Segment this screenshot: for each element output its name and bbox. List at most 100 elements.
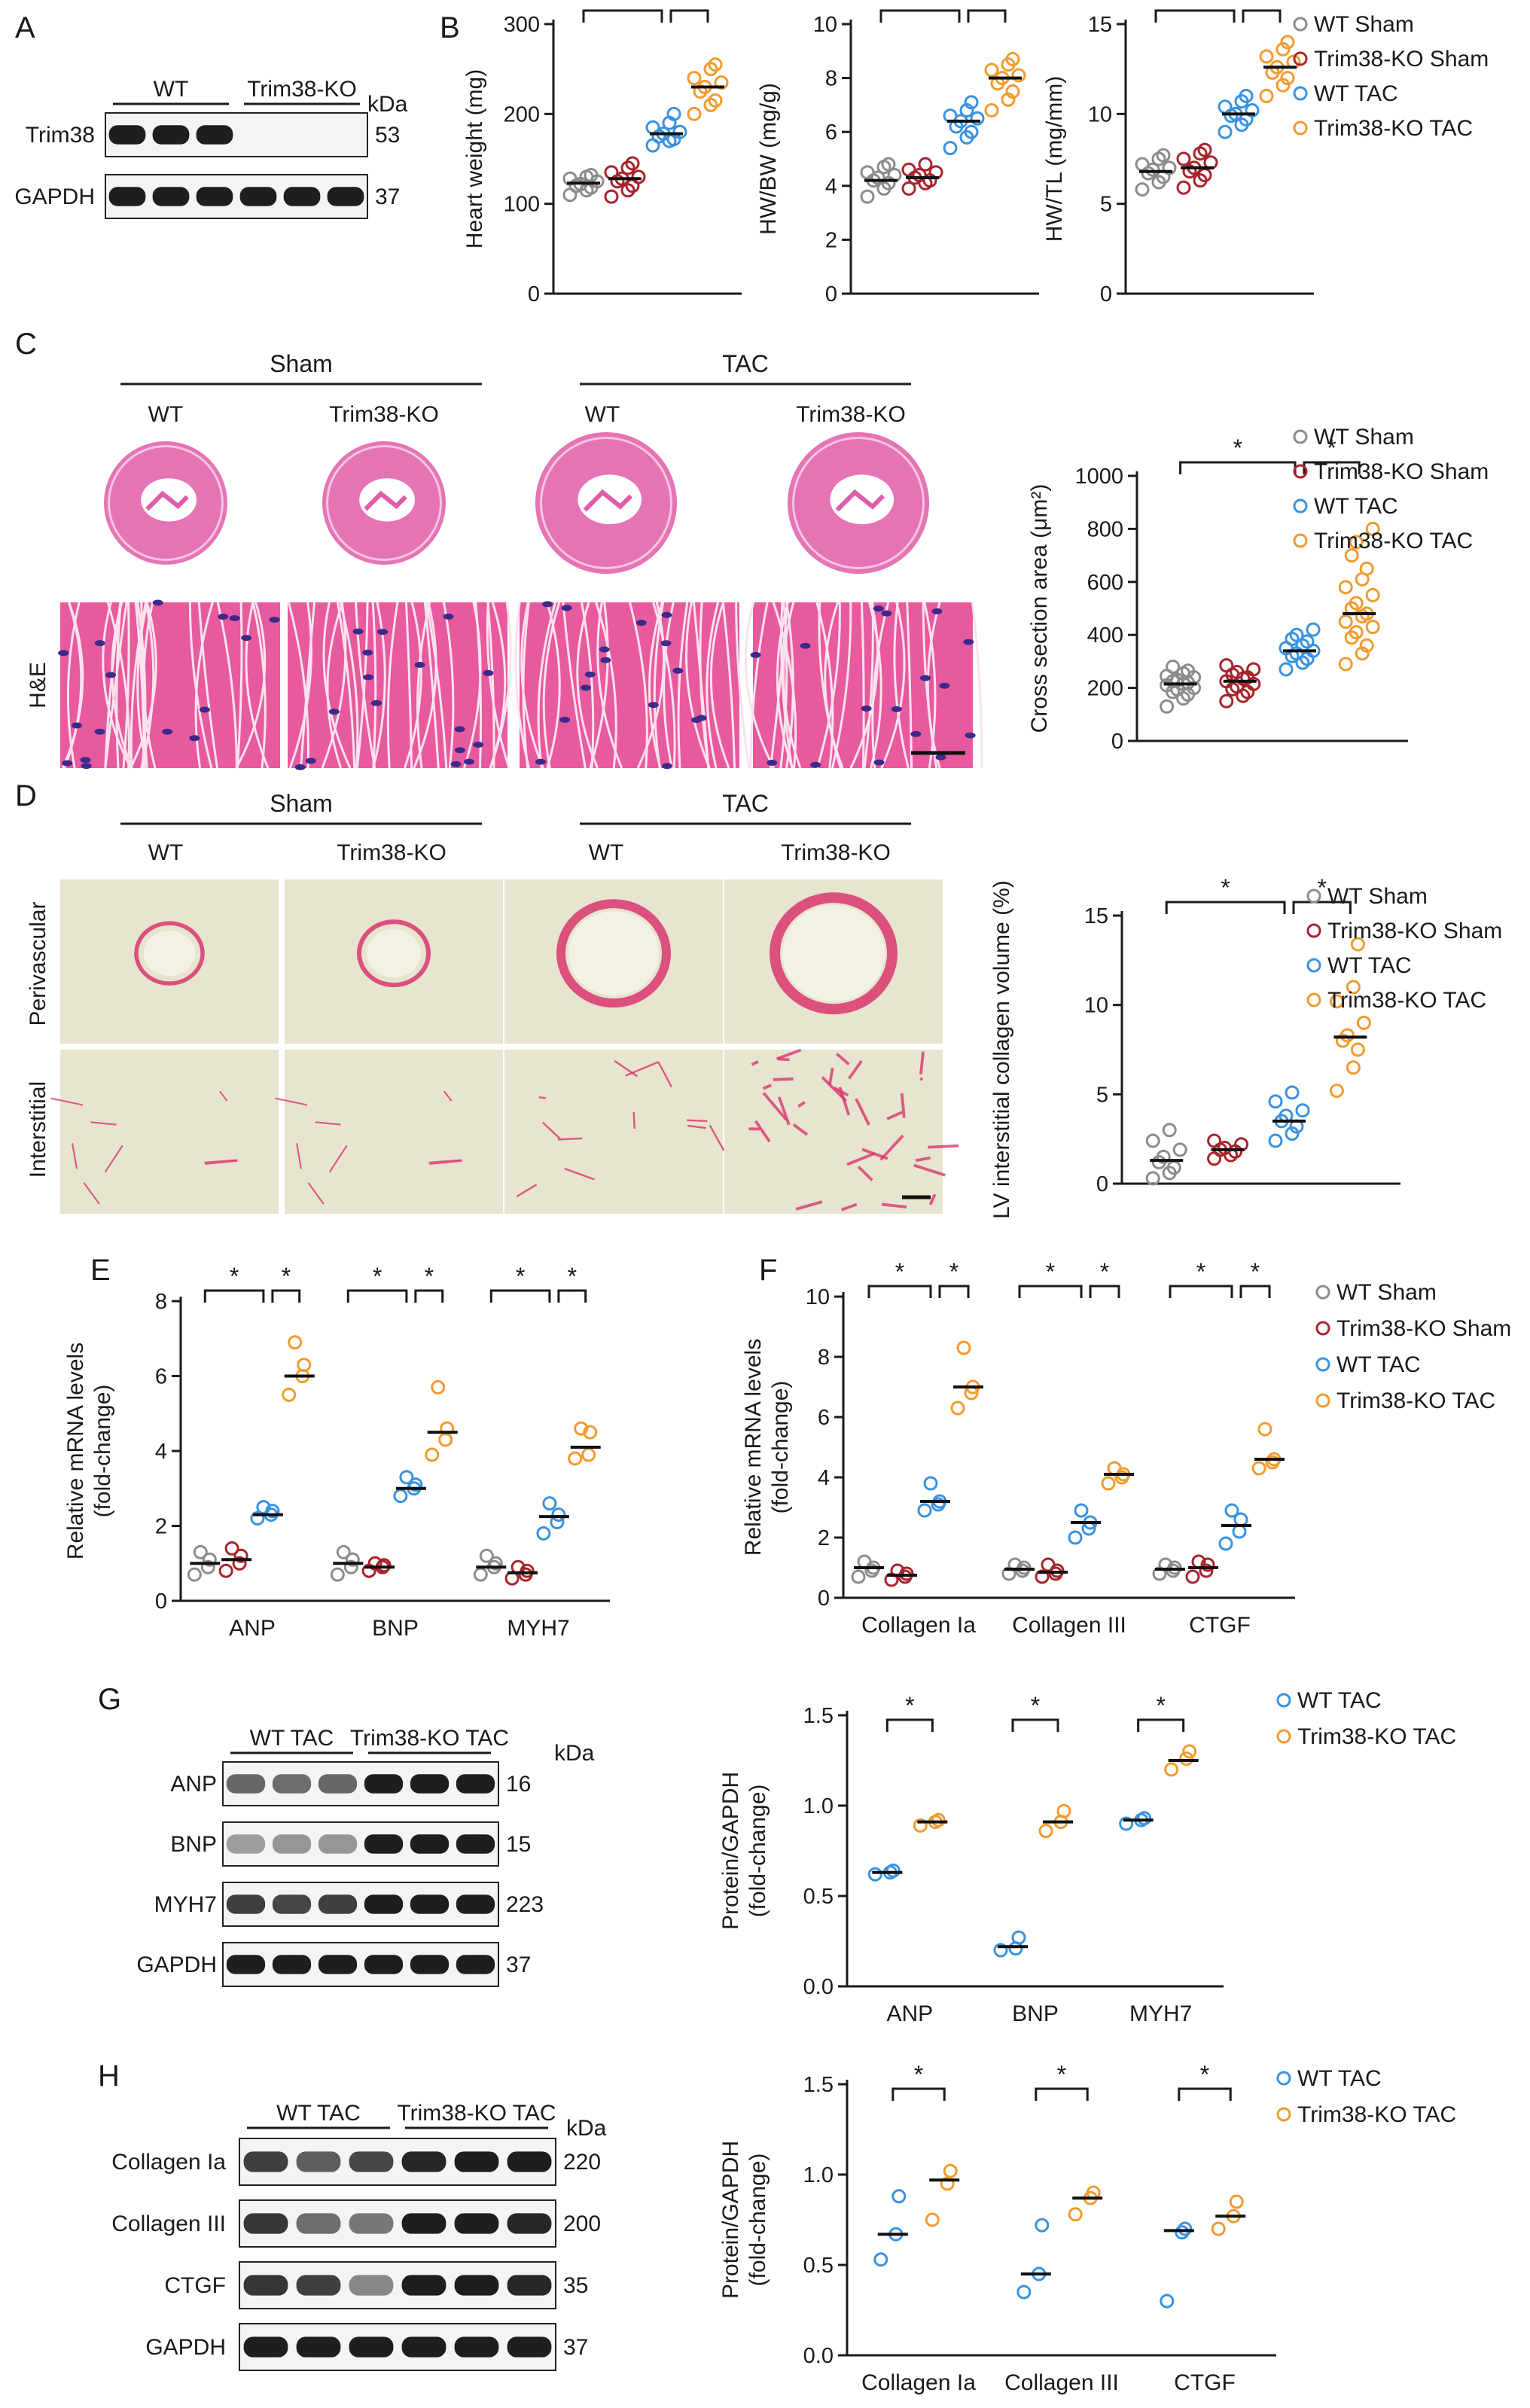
- blot-band: [327, 187, 364, 206]
- blot-strip: [239, 2138, 556, 2186]
- legend-d-marker: [1306, 992, 1321, 1007]
- blot-group-label: Trim38-KO TAC: [397, 2101, 556, 2126]
- nucleus: [910, 730, 922, 737]
- data-point-D: [1295, 1103, 1310, 1118]
- collagen-fiber: [557, 1137, 583, 1141]
- y-tick-label: 0: [825, 282, 837, 306]
- blot-band: [108, 125, 146, 145]
- collagen-fiber: [773, 1077, 794, 1081]
- row-label: H&E: [26, 662, 50, 709]
- significance-star: *: [1327, 434, 1336, 462]
- fiber-border: [251, 602, 267, 769]
- legend-f-marker: [1315, 1357, 1330, 1372]
- data-point-F: [1199, 1563, 1214, 1578]
- blot-band: [196, 125, 233, 145]
- vessel-lumen: [568, 911, 659, 996]
- y-axis-label: Cross section area (μm²): [1027, 484, 1052, 733]
- data-point-E: [343, 1559, 358, 1574]
- data-point-B1: [645, 120, 660, 135]
- data-point-B1: [714, 75, 729, 90]
- blot-band: [507, 2213, 552, 2234]
- collagen-fiber: [881, 1202, 907, 1209]
- data-point-B1: [604, 189, 619, 204]
- fiber-border: [923, 602, 937, 769]
- significance-star: *: [1057, 2061, 1066, 2088]
- data-point-C: [1359, 561, 1374, 576]
- fiber-border: [514, 602, 530, 769]
- legend-f-label: WT TAC: [1336, 1352, 1421, 1377]
- nucleus: [561, 605, 572, 611]
- legend-d-label: WT Sham: [1327, 884, 1428, 909]
- blot-band: [401, 2336, 447, 2358]
- data-point-E: [551, 1507, 566, 1523]
- fiber-border: [102, 602, 132, 769]
- fiber-border: [692, 602, 710, 769]
- blot-strip: [222, 1821, 499, 1867]
- blot-band: [456, 1894, 495, 1914]
- collagen-fiber: [614, 1059, 639, 1078]
- fiber-border: [104, 602, 122, 769]
- significance-star: *: [1251, 1258, 1260, 1285]
- data-point-B3: [1176, 180, 1191, 195]
- heart-ring: [108, 445, 224, 561]
- bracket-G: [1011, 1718, 1059, 1732]
- nucleus: [919, 675, 931, 681]
- blot-band: [318, 1774, 358, 1794]
- y-tick-label: 4: [155, 1440, 167, 1464]
- y-tick-label: 10: [1084, 994, 1108, 1018]
- blot-strip: [239, 2323, 556, 2371]
- legend-f-label: Trim38-KO Sham: [1336, 1316, 1511, 1341]
- collagen-fiber: [821, 1076, 848, 1102]
- collagen-fiber: [83, 1182, 100, 1205]
- data-point-C: [1338, 580, 1353, 595]
- collagen-fiber: [776, 1048, 802, 1061]
- vessel-lumen: [782, 905, 885, 1002]
- collagen-fiber: [541, 1121, 561, 1140]
- blot-band: [272, 1834, 312, 1854]
- data-point-C: [1306, 622, 1321, 637]
- column-label: Trim38-KO: [337, 840, 447, 865]
- collagen-fiber: [846, 1152, 875, 1166]
- data-point-G: [913, 1818, 928, 1833]
- collagen-fiber: [275, 1097, 308, 1106]
- blot-strip: [105, 112, 368, 157]
- nucleus: [105, 672, 117, 678]
- collagen-fiber: [72, 1143, 78, 1169]
- data-point-F: [1200, 1557, 1215, 1572]
- data-point-B2: [901, 162, 916, 177]
- fiber-border: [425, 602, 448, 769]
- collagen-fiber: [915, 1156, 931, 1163]
- fiber-border: [104, 602, 128, 769]
- blot-kda-value: 53: [375, 123, 400, 148]
- x-tick-label: ANP: [886, 2001, 933, 2026]
- data-point-F: [1068, 1530, 1083, 1545]
- bracket-B1: [669, 9, 709, 23]
- data-point-B1: [708, 57, 723, 72]
- data-point-C: [1219, 658, 1234, 673]
- bracket-F: [1018, 1285, 1083, 1298]
- blot-band: [226, 1774, 266, 1794]
- data-point-D: [1346, 980, 1361, 995]
- data-point-D: [1145, 1133, 1160, 1148]
- nucleus: [199, 706, 210, 713]
- data-point-E: [202, 1552, 217, 1567]
- y-axis-label: HW/TL (mg/mm): [1042, 76, 1067, 242]
- bracket-B3: [1242, 9, 1282, 23]
- blot-band: [152, 187, 190, 206]
- collagen-fiber: [625, 1061, 660, 1077]
- legend-c-marker: [1293, 429, 1308, 444]
- fiber-border: [339, 602, 359, 769]
- collagen-fiber: [50, 1097, 84, 1106]
- y-axis-label: Heart weight (mg): [462, 69, 487, 248]
- data-point-C: [1230, 664, 1245, 679]
- vessel-wall: [357, 919, 431, 988]
- data-point-E: [425, 1447, 440, 1462]
- collagen-fiber: [795, 1200, 823, 1211]
- blot-row-label: Trim38: [26, 123, 95, 148]
- collagen-fiber: [205, 1160, 238, 1165]
- bracket-D: [1165, 901, 1286, 914]
- blot-band: [507, 2275, 552, 2296]
- fiber-border: [300, 602, 316, 769]
- bracket-H: [1035, 2087, 1089, 2101]
- data-point-H: [1068, 2207, 1083, 2222]
